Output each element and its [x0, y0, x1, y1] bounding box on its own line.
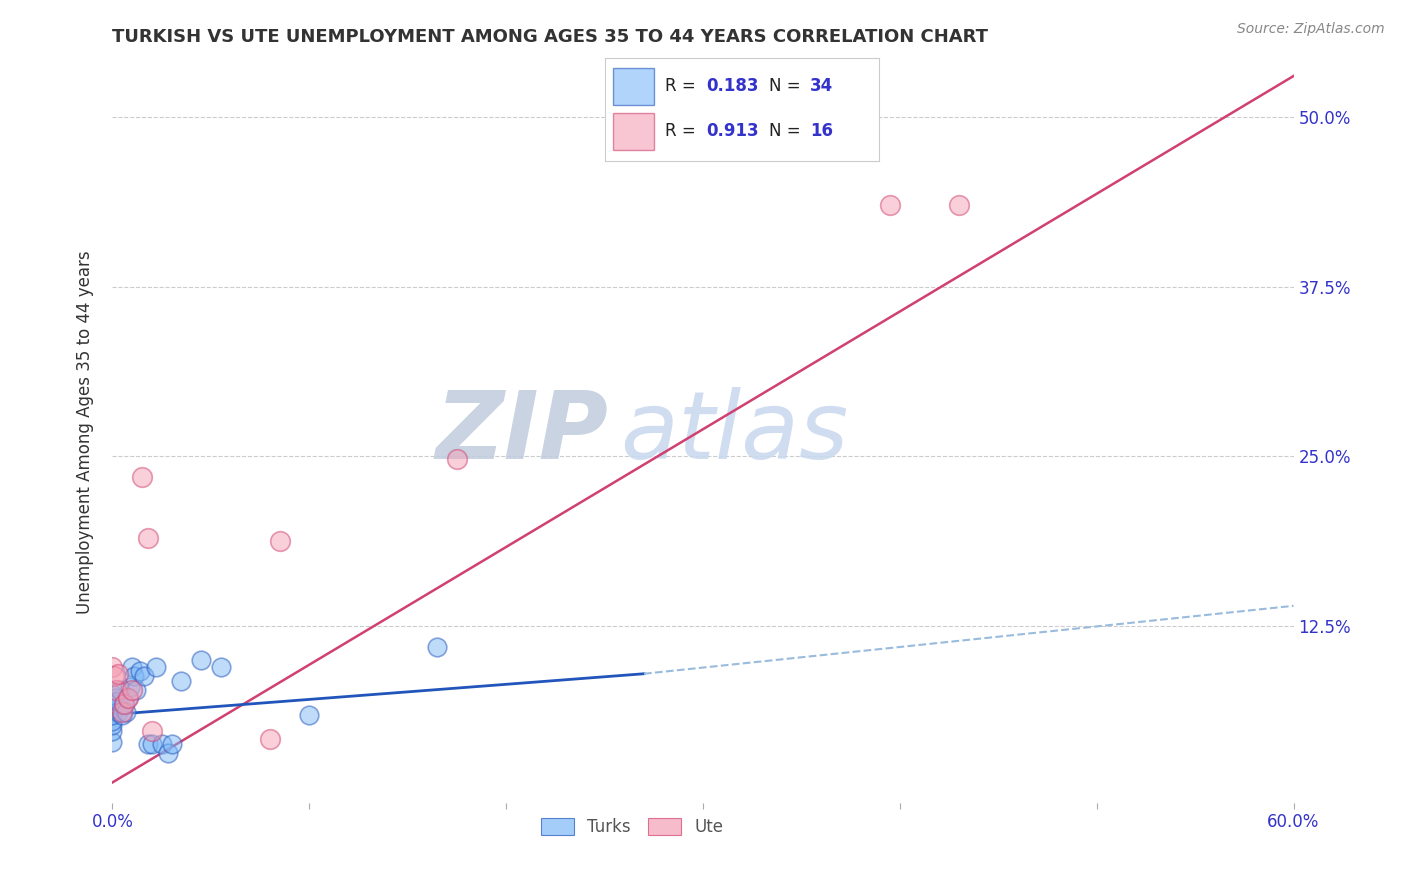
Point [101, 718, 124, 732]
Point [209, 660, 232, 674]
Point [105, 691, 128, 706]
Point [298, 707, 321, 722]
Point [170, 673, 193, 688]
Point [156, 746, 179, 760]
FancyBboxPatch shape [613, 113, 654, 150]
Point [101, 694, 124, 708]
Point [105, 697, 128, 711]
Point [107, 705, 129, 719]
Point [101, 734, 124, 748]
Text: 0.183: 0.183 [706, 78, 758, 95]
Point [107, 666, 129, 681]
Point [107, 694, 129, 708]
Point [117, 691, 139, 706]
Y-axis label: Unemployment Among Ages 35 to 44 years: Unemployment Among Ages 35 to 44 years [76, 251, 94, 615]
Point [879, 198, 901, 212]
Point [129, 664, 152, 678]
Point [117, 691, 139, 706]
Point [446, 452, 468, 467]
Point [136, 531, 159, 545]
Text: atlas: atlas [620, 387, 849, 478]
Point [141, 723, 163, 738]
Point [101, 660, 124, 674]
Point [122, 669, 145, 683]
Point [269, 533, 291, 548]
FancyBboxPatch shape [613, 69, 654, 105]
Point [115, 705, 138, 719]
Point [259, 731, 281, 746]
Point [120, 681, 142, 695]
Point [426, 640, 449, 654]
Text: 0.913: 0.913 [706, 122, 759, 140]
Point [101, 714, 124, 729]
Point [150, 738, 173, 752]
Point [101, 707, 124, 722]
Point [131, 469, 153, 483]
Point [101, 687, 124, 701]
Text: Source: ZipAtlas.com: Source: ZipAtlas.com [1237, 22, 1385, 37]
Point [101, 723, 124, 738]
Point [132, 669, 155, 683]
Point [112, 697, 135, 711]
Point [141, 738, 163, 752]
Point [145, 660, 167, 674]
Point [105, 683, 128, 698]
Text: TURKISH VS UTE UNEMPLOYMENT AMONG AGES 35 TO 44 YEARS CORRELATION CHART: TURKISH VS UTE UNEMPLOYMENT AMONG AGES 3… [112, 28, 988, 45]
Text: R =: R = [665, 122, 702, 140]
Point [111, 705, 134, 719]
Text: N =: N = [769, 78, 806, 95]
Point [121, 683, 143, 698]
Point [121, 660, 143, 674]
Point [190, 653, 212, 667]
Text: 34: 34 [810, 78, 834, 95]
Point [948, 198, 970, 212]
Point [112, 697, 135, 711]
Point [136, 738, 159, 752]
Point [160, 738, 183, 752]
Text: 16: 16 [810, 122, 834, 140]
Point [101, 700, 124, 714]
Point [111, 707, 134, 722]
Legend: Turks, Ute: Turks, Ute [534, 811, 730, 843]
Point [103, 669, 125, 683]
Text: R =: R = [665, 78, 702, 95]
Text: N =: N = [769, 122, 806, 140]
Text: ZIP: ZIP [436, 386, 609, 479]
Point [125, 683, 148, 698]
Point [110, 683, 132, 698]
